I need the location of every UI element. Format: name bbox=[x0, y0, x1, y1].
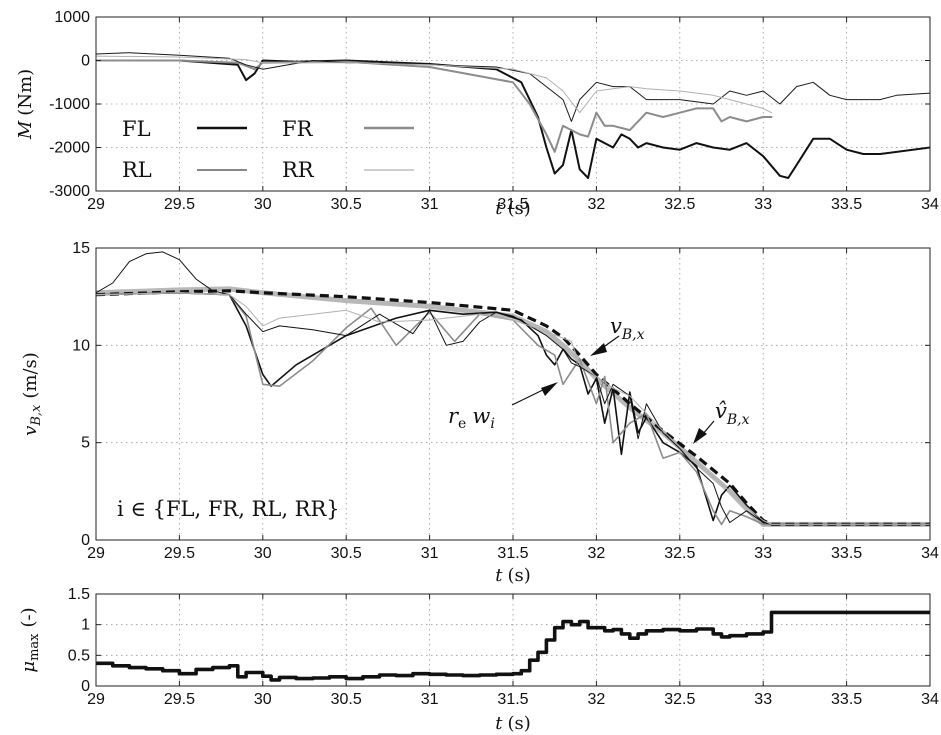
annotation-rew-arrowhead bbox=[541, 382, 558, 396]
x-tick-label: 30.5 bbox=[331, 691, 362, 708]
annotation-vhat-arrowhead bbox=[693, 428, 707, 444]
series-line-rl bbox=[96, 251, 930, 525]
y-tick-label: -2000 bbox=[49, 140, 90, 157]
y-axis-label-mu-max: μmax(-) bbox=[18, 607, 42, 672]
y-tick-label: 5 bbox=[81, 435, 90, 452]
series-line-fr bbox=[96, 292, 930, 526]
x-tick-label: 29.5 bbox=[164, 691, 195, 708]
panel-moment: 29 29.5 30 30.5 31 31.5 32 32.5 33 33.5 34 1000 0 -1… bbox=[15, 9, 939, 219]
x-tick-label: 33.5 bbox=[831, 691, 862, 708]
x-ticks-mu-max: 29 29.5 30 30.5 31 31.5 32 32.5 33 33.5 34 bbox=[87, 594, 939, 708]
series-line-rr bbox=[96, 55, 772, 114]
x-tick-label: 30 bbox=[254, 545, 272, 562]
series-moment bbox=[96, 52, 930, 179]
y-tick-label: 1 bbox=[81, 617, 90, 634]
x-tick-label: 32.5 bbox=[664, 545, 695, 562]
y-tick-label: -3000 bbox=[49, 183, 90, 200]
y-tick-label: 1.5 bbox=[68, 586, 90, 603]
x-tick-label: 34 bbox=[921, 545, 939, 562]
x-tick-label: 33 bbox=[754, 196, 772, 213]
y-axis-label-velocity: vB,x(m/s) bbox=[20, 352, 44, 436]
x-tick-label: 32 bbox=[588, 196, 606, 213]
y-axis-label-moment: M(Nm) bbox=[15, 69, 36, 140]
y-ticks-velocity: 15 10 5 0 bbox=[72, 240, 930, 549]
grid-moment bbox=[96, 17, 930, 191]
x-axis-label-mu-max: t (s) bbox=[495, 713, 531, 734]
series-velocity bbox=[96, 251, 930, 527]
y-ticks-moment: 1000 0 -1000 -2000 -3000 bbox=[49, 9, 930, 200]
legend-label-fr: FR bbox=[282, 117, 314, 141]
x-tick-label: 31 bbox=[421, 196, 439, 213]
annotation-vhat-label: v̂B,x bbox=[715, 399, 750, 428]
annotation-vbx: vB,x bbox=[590, 314, 645, 356]
legend-label-rr: RR bbox=[282, 158, 315, 182]
y-tick-label: 15 bbox=[72, 240, 90, 257]
y-tick-label: 0 bbox=[81, 53, 90, 70]
annotation-rew: re wi bbox=[448, 382, 558, 432]
legend-label-fl: FL bbox=[122, 117, 151, 141]
x-tick-label: 32 bbox=[588, 691, 606, 708]
x-tick-label: 31 bbox=[421, 691, 439, 708]
x-tick-label: 29.5 bbox=[164, 545, 195, 562]
grid-mu-max bbox=[96, 594, 930, 686]
y-tick-label: 0 bbox=[81, 532, 90, 549]
x-tick-label: 33 bbox=[754, 691, 772, 708]
x-tick-label: 29 bbox=[87, 196, 105, 213]
annotation-vbx-arrowhead bbox=[590, 343, 607, 356]
annotation-vhat: v̂B,x bbox=[693, 399, 750, 444]
x-tick-label: 30 bbox=[254, 196, 272, 213]
series-line-fl bbox=[96, 59, 930, 179]
series-line-rr bbox=[96, 292, 930, 525]
series-line-fr bbox=[96, 59, 773, 153]
x-tick-label: 34 bbox=[921, 196, 939, 213]
series-line-rl bbox=[96, 52, 930, 122]
x-tick-label: 30.5 bbox=[331, 545, 362, 562]
x-tick-label: 29 bbox=[87, 691, 105, 708]
annotation-index-set: i ∈ {FL, FR, RL, RR} bbox=[117, 497, 340, 521]
series-line-v-b-x bbox=[96, 289, 930, 526]
x-axis-label-moment: t (s) bbox=[495, 198, 531, 219]
x-tick-label: 29 bbox=[87, 545, 105, 562]
panel-mu-max: 29 29.5 30 30.5 31 31.5 32 32.5 33 33.5 34 1.5 1 0.5… bbox=[18, 586, 939, 734]
x-tick-label: 32.5 bbox=[664, 196, 695, 213]
x-tick-label: 33.5 bbox=[831, 196, 862, 213]
series-mu-max bbox=[96, 610, 930, 682]
x-tick-label: 30 bbox=[254, 691, 272, 708]
x-tick-label: 32 bbox=[588, 545, 606, 562]
y-tick-label: 0 bbox=[81, 678, 90, 695]
x-tick-label: 31.5 bbox=[497, 196, 528, 213]
x-tick-label: 33.5 bbox=[831, 545, 862, 562]
annotation-rew-label: re wi bbox=[448, 404, 495, 432]
x-tick-label: 33 bbox=[754, 545, 772, 562]
y-tick-label: -1000 bbox=[49, 96, 90, 113]
x-ticks-moment: 29 29.5 30 30.5 31 31.5 32 32.5 33 33.5 34 bbox=[87, 17, 939, 213]
x-axis-label-velocity: t (s) bbox=[495, 565, 531, 586]
x-tick-label: 30.5 bbox=[331, 196, 362, 213]
x-tick-label: 29.5 bbox=[164, 196, 195, 213]
annotation-vbx-label: vB,x bbox=[610, 314, 645, 343]
x-tick-label: 32.5 bbox=[664, 691, 695, 708]
x-tick-label: 34 bbox=[921, 691, 939, 708]
grid-velocity bbox=[96, 248, 930, 540]
series-line-max bbox=[96, 610, 930, 682]
y-ticks-mu-max: 1.5 1 0.5 0 bbox=[68, 586, 930, 695]
legend-moment: FL FR RL RR bbox=[122, 117, 414, 182]
x-ticks-velocity: 29 29.5 30 30.5 31 31.5 32 32.5 33 33.5 34 bbox=[87, 248, 939, 562]
legend-label-rl: RL bbox=[122, 158, 152, 182]
y-tick-label: 0.5 bbox=[68, 647, 90, 664]
y-tick-label: 10 bbox=[72, 337, 90, 354]
y-tick-label: 1000 bbox=[54, 9, 90, 26]
x-tick-label: 31 bbox=[421, 545, 439, 562]
x-tick-label: 31.5 bbox=[497, 545, 528, 562]
panel-velocity: 29 29.5 30 30.5 31 31.5 32 32.5 33 33.5 34 151050 … bbox=[20, 240, 939, 586]
x-tick-label: 31.5 bbox=[497, 691, 528, 708]
